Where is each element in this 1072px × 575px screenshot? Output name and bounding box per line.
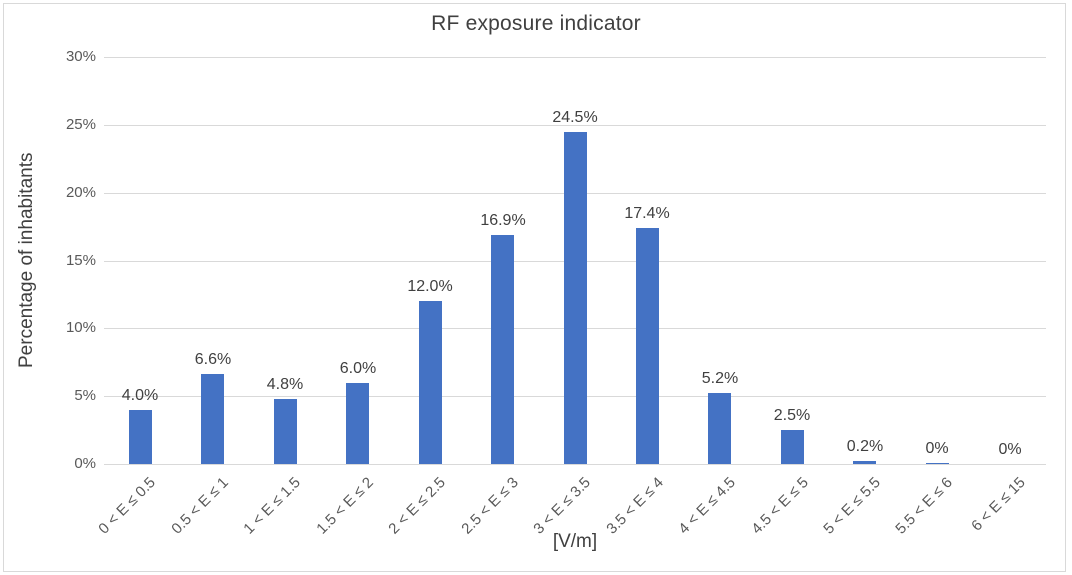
y-tick-label: 30% [65,48,96,65]
chart-frame [3,3,1066,572]
chart-title: RF exposure indicator [431,12,641,35]
data-label: 4.8% [266,376,304,393]
data-label: 12.0% [407,278,453,295]
bar-4<E≤4.5[interactable] [708,393,731,464]
gridline [104,125,1046,126]
x-axis-title: [V/m] [552,531,598,552]
bar-2.5<E≤3[interactable] [491,235,514,464]
x-axis-line [104,464,1046,465]
y-tick-label: 25% [65,116,96,133]
data-label: 6.6% [194,351,232,368]
data-label: 24.5% [552,109,598,126]
bar-0.5<E≤1[interactable] [201,374,224,464]
data-label: 0% [925,440,949,457]
bar-3<E≤3.5[interactable] [564,132,587,464]
plot-area: 4.0% 6.6% 4.8% 6.0% 12.0% 16.9% 24.5% 17.4% 5.2%… [104,57,1046,465]
y-tick-label: 15% [65,252,96,269]
data-label: 5.2% [701,370,739,387]
bar-0<E≤0.5[interactable] [129,410,152,464]
y-tick-label: 20% [65,184,96,201]
data-label: 0% [998,441,1022,458]
data-label: 0.2% [846,438,884,455]
y-tick-label: 0% [74,455,96,472]
data-label: 4.0% [121,387,159,404]
data-label: 16.9% [480,212,526,229]
bar-4.5<E≤5[interactable] [781,430,804,464]
bar-3.5<E≤4[interactable] [636,228,659,464]
data-label: 17.4% [624,205,670,222]
bar-2<E≤2.5[interactable] [419,301,442,464]
data-label: 6.0% [339,360,377,377]
bar-1<E≤1.5[interactable] [274,399,297,464]
y-tick-label: 5% [74,387,96,404]
y-tick-label: 10% [65,319,96,336]
bar-5<E≤5.5[interactable] [853,461,876,464]
bar-5.5<E≤6[interactable] [926,463,949,464]
gridline [104,57,1046,58]
bar-1.5<E≤2[interactable] [346,383,369,464]
data-label: 2.5% [773,407,811,424]
